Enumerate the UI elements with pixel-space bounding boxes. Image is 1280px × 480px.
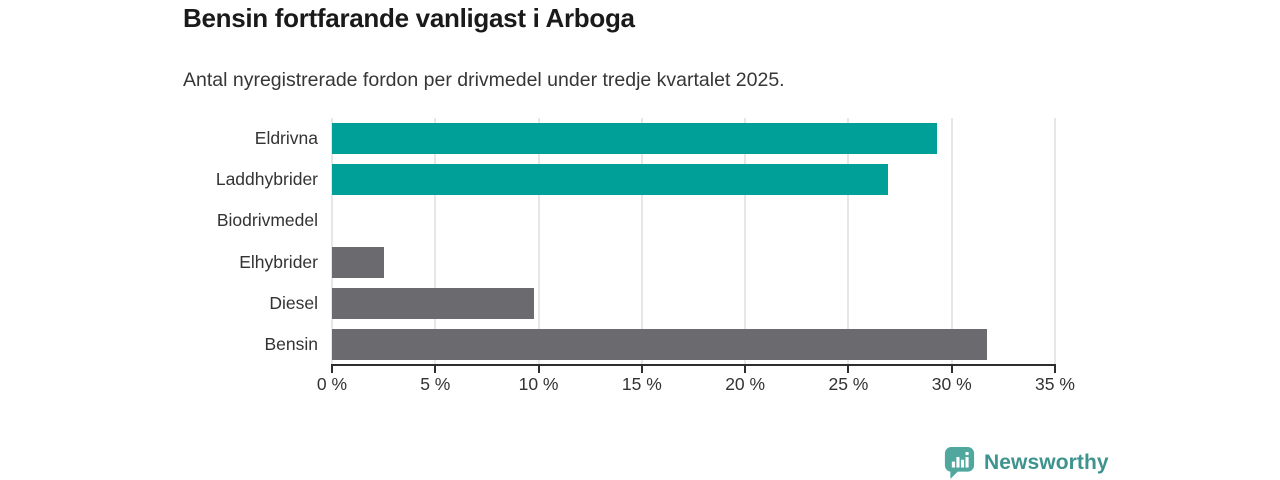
x-axis-tick-mark — [537, 366, 540, 373]
x-axis-tick-label: 0 % — [316, 374, 348, 394]
bar-elhybrider — [332, 246, 384, 278]
x-axis-tick-label: 15 % — [621, 374, 662, 394]
x-axis-tick-mark — [331, 366, 333, 373]
x-axis-tick-mark — [640, 366, 643, 373]
x-axis-tick-mark — [847, 366, 850, 373]
x-axis-tick-mark — [950, 366, 953, 373]
y-axis-label: Laddhybrider — [215, 169, 318, 190]
bar-diesel — [332, 287, 535, 319]
y-axis-label: Diesel — [269, 292, 318, 313]
plot-area — [331, 118, 1056, 365]
y-axis-label: Elhybrider — [239, 251, 318, 272]
bar-chart-speech-bubble-icon — [944, 447, 975, 479]
x-axis-tick-label: 10 % — [518, 374, 559, 394]
x-axis-tick-label: 30 % — [931, 374, 972, 394]
gridline — [640, 118, 643, 365]
x-axis-tick-label: 25 % — [828, 374, 869, 394]
gridline — [434, 118, 437, 365]
y-axis-label: Biodrivmedel — [216, 210, 318, 231]
gridline — [744, 118, 747, 365]
x-axis-line — [331, 364, 1056, 366]
gridline — [1054, 118, 1056, 365]
chart-subtitle: Antal nyregistrerade fordon per drivmede… — [183, 69, 785, 91]
y-axis-label: Bensin — [264, 333, 318, 354]
x-axis-tick-label: 20 % — [725, 374, 766, 394]
x-axis-tick-label: 5 % — [420, 374, 451, 394]
chart-title: Bensin fortfarande vanligast i Arboga — [183, 3, 635, 33]
x-axis-tick-mark — [744, 366, 747, 373]
newsworthy-logo: Newsworthy — [944, 446, 1109, 479]
gridline — [331, 118, 333, 365]
x-axis-tick-mark — [434, 366, 437, 373]
x-axis-tick-label: 35 % — [1035, 374, 1075, 394]
gridline — [847, 118, 850, 365]
bar-bensin — [332, 328, 987, 360]
bar-eldrivna — [332, 123, 938, 155]
x-axis-tick-mark — [1054, 366, 1056, 373]
y-axis-label: Eldrivna — [254, 128, 318, 149]
gridline — [537, 118, 540, 365]
newsworthy-logo-text: Newsworthy — [984, 450, 1109, 474]
bar-laddhybrider — [332, 164, 888, 196]
gridline — [950, 118, 953, 365]
